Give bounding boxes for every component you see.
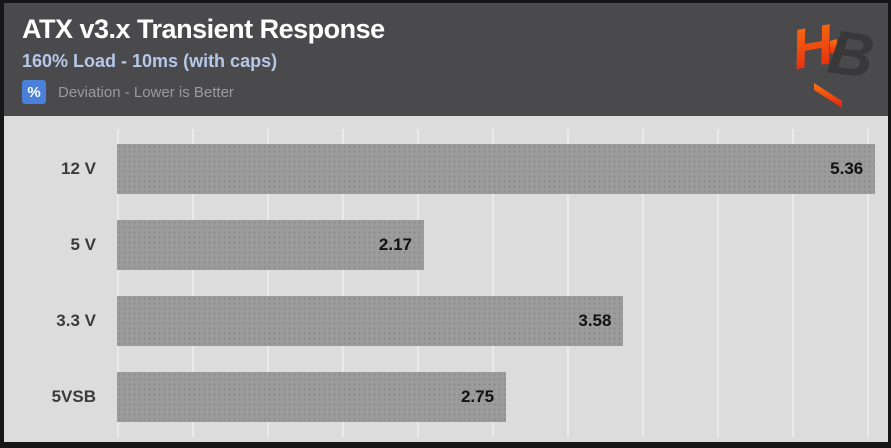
percent-badge: % [22,80,46,104]
value-label: 5.36 [830,159,864,178]
unit-row: % Deviation - Lower is Better [22,80,888,104]
bar: 5.36 [117,144,876,194]
bar-row: 5 V 2.17 [4,220,888,270]
bar: 2.75 [117,372,507,422]
chart-subtitle: 160% Load - 10ms (with caps) [22,51,278,71]
value-label: 3.58 [578,311,612,330]
value-label: 2.75 [460,387,495,406]
chart-tagline: Deviation - Lower is Better [58,83,234,101]
bar-track: 5.36 [117,144,888,194]
bar-row: 12 V 5.36 [4,144,888,194]
bar-track: 3.58 [117,296,888,346]
category-label: 5VSB [51,387,96,406]
category-label: 5 V [70,235,96,254]
category-label: 12 V [61,159,96,178]
svg-text:B: B [824,18,878,93]
bar-track: 2.75 [117,372,888,422]
bar: 3.58 [117,296,624,346]
category-label: 3.3 V [56,311,96,330]
chart-title: ATX v3.x Transient Response [22,14,385,44]
bar: 2.17 [117,220,424,270]
hb-logo: H B [787,9,878,109]
bar-track: 2.17 [117,220,888,270]
bar-row: 3.3 V 3.58 [4,296,888,346]
hb-logo-icon: H B [787,12,878,108]
value-label: 2.17 [378,235,412,254]
bar-row: 5VSB 2.75 [4,372,888,422]
bar-chart: 12 V 5.36 5 V 2.17 3.3 V 3.58 5VSB 2.75 [4,116,888,442]
chart-header: ATX v3.x Transient Response 160% Load - … [4,3,888,116]
bar-rows: 12 V 5.36 5 V 2.17 3.3 V 3.58 5VSB 2.75 [4,144,888,442]
